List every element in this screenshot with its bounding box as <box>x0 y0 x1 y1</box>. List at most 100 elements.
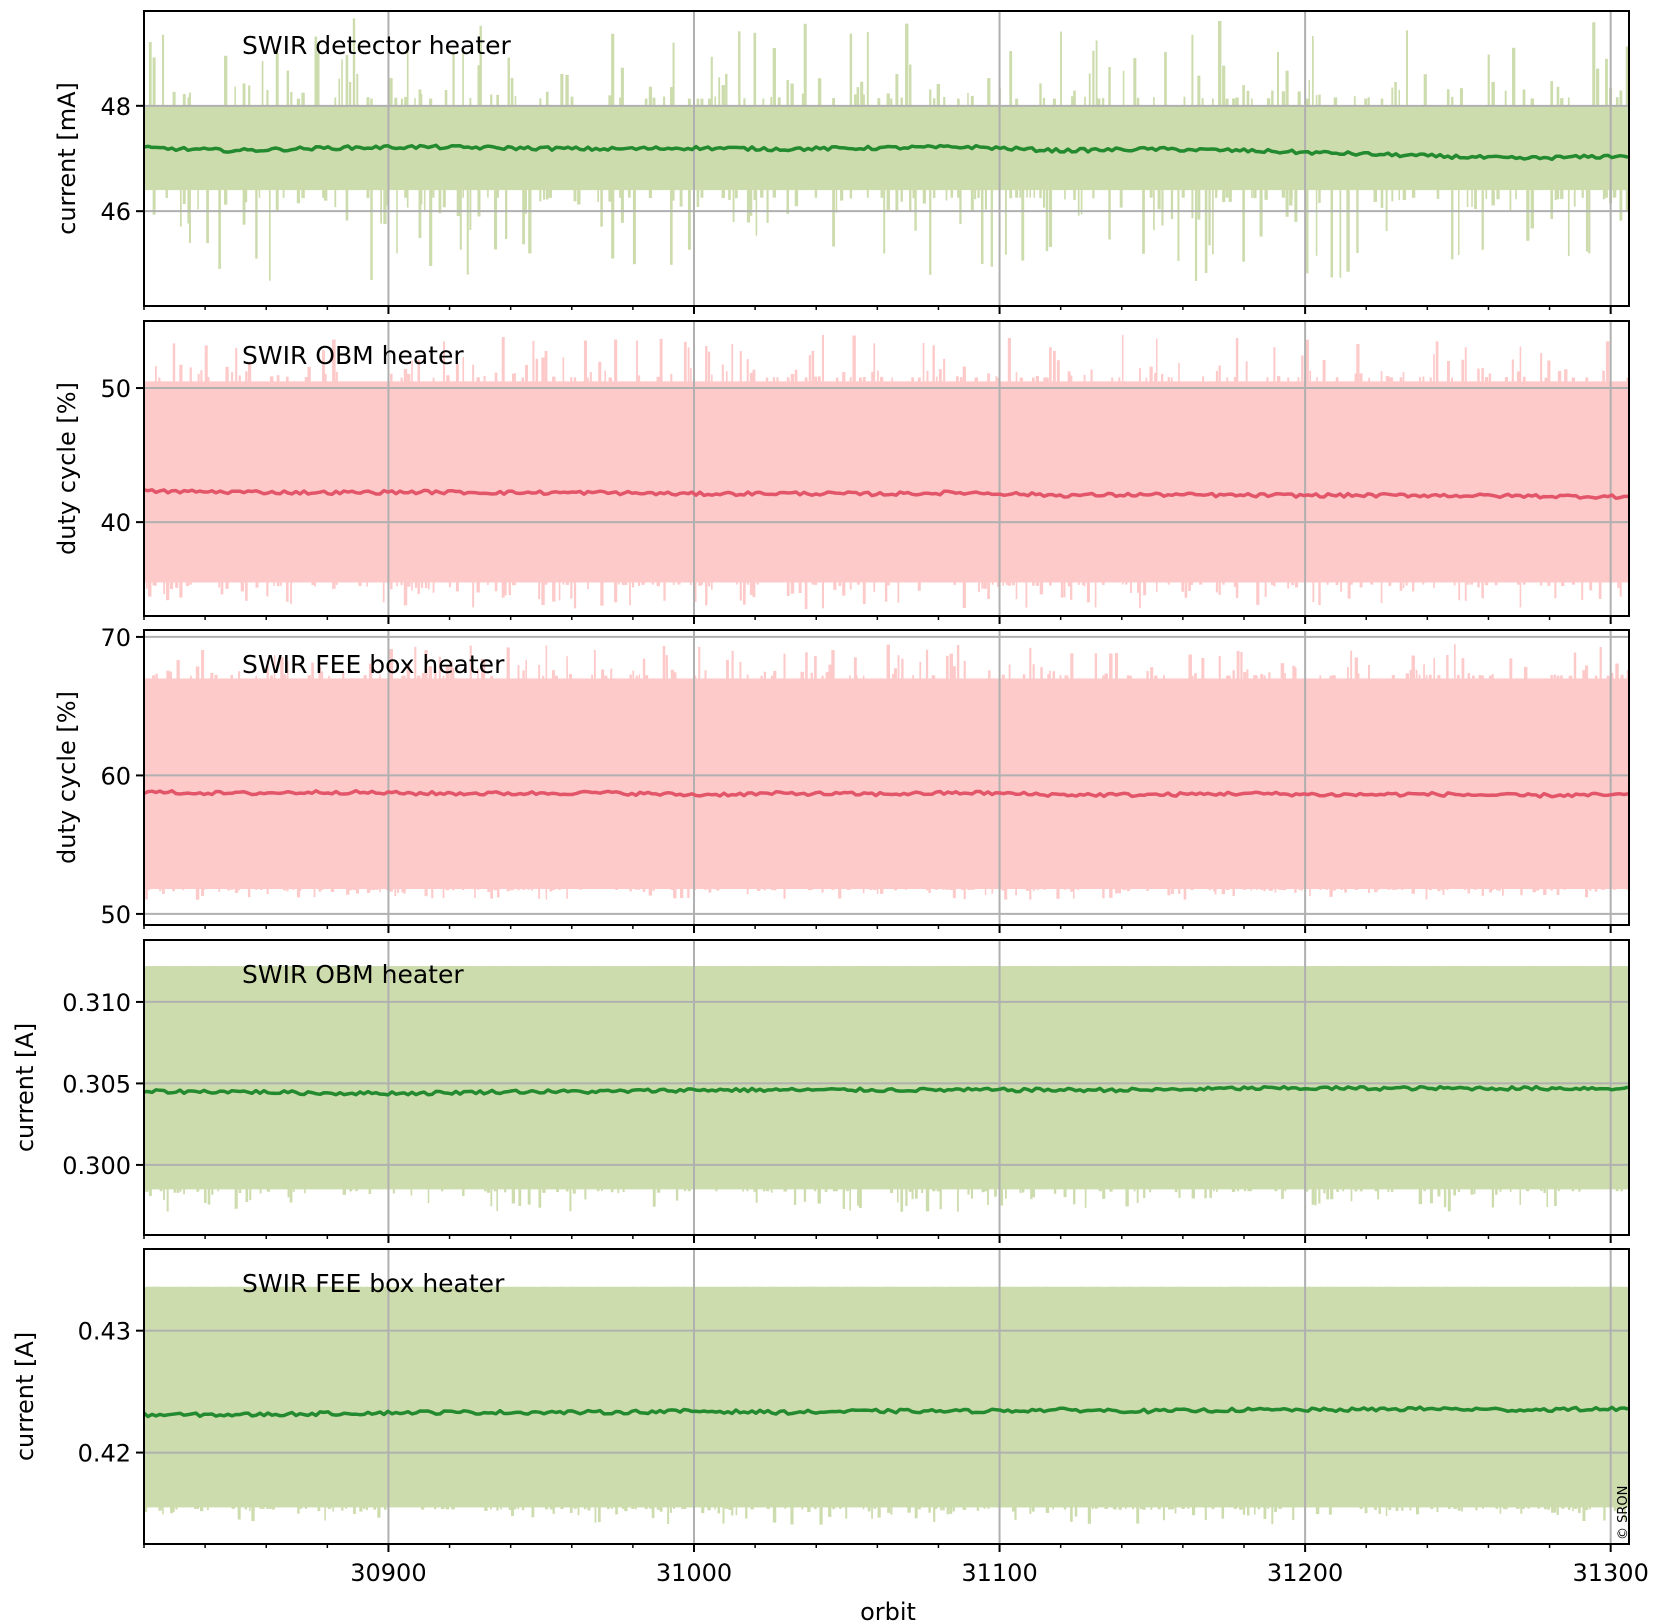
spike-down <box>945 189 948 201</box>
spike-down <box>1155 581 1158 593</box>
spike-up <box>593 649 596 680</box>
spike-up <box>1264 966 1268 968</box>
spike-down <box>442 887 445 899</box>
spike-up <box>245 371 248 383</box>
spike-down <box>711 581 713 590</box>
spike-down <box>1482 1506 1484 1509</box>
spike-up <box>1094 1286 1098 1288</box>
spike-down <box>182 189 186 205</box>
spike-down <box>332 581 336 589</box>
spike-up <box>704 670 707 680</box>
spike-up <box>199 1286 204 1288</box>
spike-down <box>1197 189 1201 220</box>
spike-up <box>760 675 763 680</box>
spike-down <box>873 1506 877 1509</box>
spike-down <box>600 189 603 227</box>
spike-up <box>344 966 348 968</box>
spike-down <box>1350 1188 1353 1202</box>
spike-down <box>487 189 489 198</box>
spike-down <box>1073 1188 1076 1205</box>
spike-down <box>332 1506 334 1512</box>
spike-up <box>886 93 890 107</box>
spike-up <box>1512 47 1516 107</box>
spike-up <box>786 79 789 107</box>
spike-up <box>721 85 725 107</box>
spike-down <box>667 1506 670 1524</box>
spike-down <box>1401 887 1404 891</box>
spike-up <box>403 675 406 680</box>
spike-down <box>987 581 990 600</box>
spike-down <box>1391 887 1395 890</box>
spike-up <box>1318 94 1321 107</box>
spike-up <box>358 966 361 968</box>
spike-up <box>739 350 742 383</box>
spike-up <box>322 350 325 383</box>
spike-down <box>1318 1188 1321 1204</box>
spike-up <box>1437 675 1441 680</box>
spike-down <box>838 887 842 899</box>
spike-up <box>855 675 858 680</box>
spike-up <box>1064 675 1067 680</box>
spike-up <box>259 1286 262 1288</box>
spike-down <box>1009 189 1013 199</box>
spike-down <box>949 1506 953 1514</box>
spike-down <box>1199 581 1203 585</box>
spike-down <box>420 581 424 588</box>
spike-down <box>770 887 774 891</box>
spike-up <box>483 375 486 383</box>
spike-down <box>366 1506 369 1511</box>
spike-up <box>696 98 700 107</box>
spike-up <box>614 966 618 968</box>
spike-down <box>1391 189 1394 202</box>
spike-up <box>1042 966 1047 968</box>
spike-up <box>446 966 450 968</box>
spike-up <box>995 376 998 383</box>
plot-area <box>144 11 1629 306</box>
spike-down <box>1601 887 1605 890</box>
spike-down <box>518 1188 522 1206</box>
spike-up <box>725 371 728 383</box>
spike-down <box>928 887 931 893</box>
spike-down <box>1056 887 1060 899</box>
spike-down <box>396 581 398 587</box>
spike-down <box>1225 189 1229 198</box>
spike-down <box>1171 887 1174 894</box>
spike-up <box>189 367 192 383</box>
spike-up <box>1233 377 1236 383</box>
spike-down <box>983 581 987 589</box>
spike-down <box>1505 1506 1508 1510</box>
spike-down <box>1481 189 1484 250</box>
spike-down <box>1235 581 1239 599</box>
spike-down <box>832 189 835 247</box>
spike-up <box>759 966 762 968</box>
spike-down <box>1253 189 1257 199</box>
spike-up <box>169 966 171 968</box>
spike-up <box>1444 1286 1448 1288</box>
spike-up <box>444 90 448 107</box>
spike-up <box>356 73 359 107</box>
spike-up <box>1146 670 1149 680</box>
spike-down <box>1104 1506 1108 1509</box>
spike-up <box>1170 377 1173 383</box>
spike-up <box>1309 370 1312 383</box>
y-axis-label: duty cycle [%] <box>53 691 81 864</box>
spike-down <box>1114 1506 1117 1510</box>
spike-down <box>1167 887 1171 896</box>
spike-down <box>162 1506 164 1515</box>
spike-up <box>162 34 165 107</box>
spike-up <box>390 373 393 383</box>
spike-down <box>914 1506 918 1519</box>
spike-up <box>589 372 592 383</box>
spike-down <box>1474 189 1477 210</box>
spike-down <box>765 1188 770 1192</box>
spike-down <box>145 887 148 900</box>
spike-down <box>897 581 900 603</box>
y-axis-label: current [mA] <box>53 82 81 235</box>
spike-up <box>1399 377 1403 383</box>
spike-down <box>1190 581 1194 585</box>
spike-up <box>644 98 648 107</box>
spike-up <box>1464 347 1467 383</box>
spike-up <box>434 1286 437 1288</box>
spike-up <box>1078 1286 1082 1288</box>
spike-down <box>1573 189 1576 207</box>
